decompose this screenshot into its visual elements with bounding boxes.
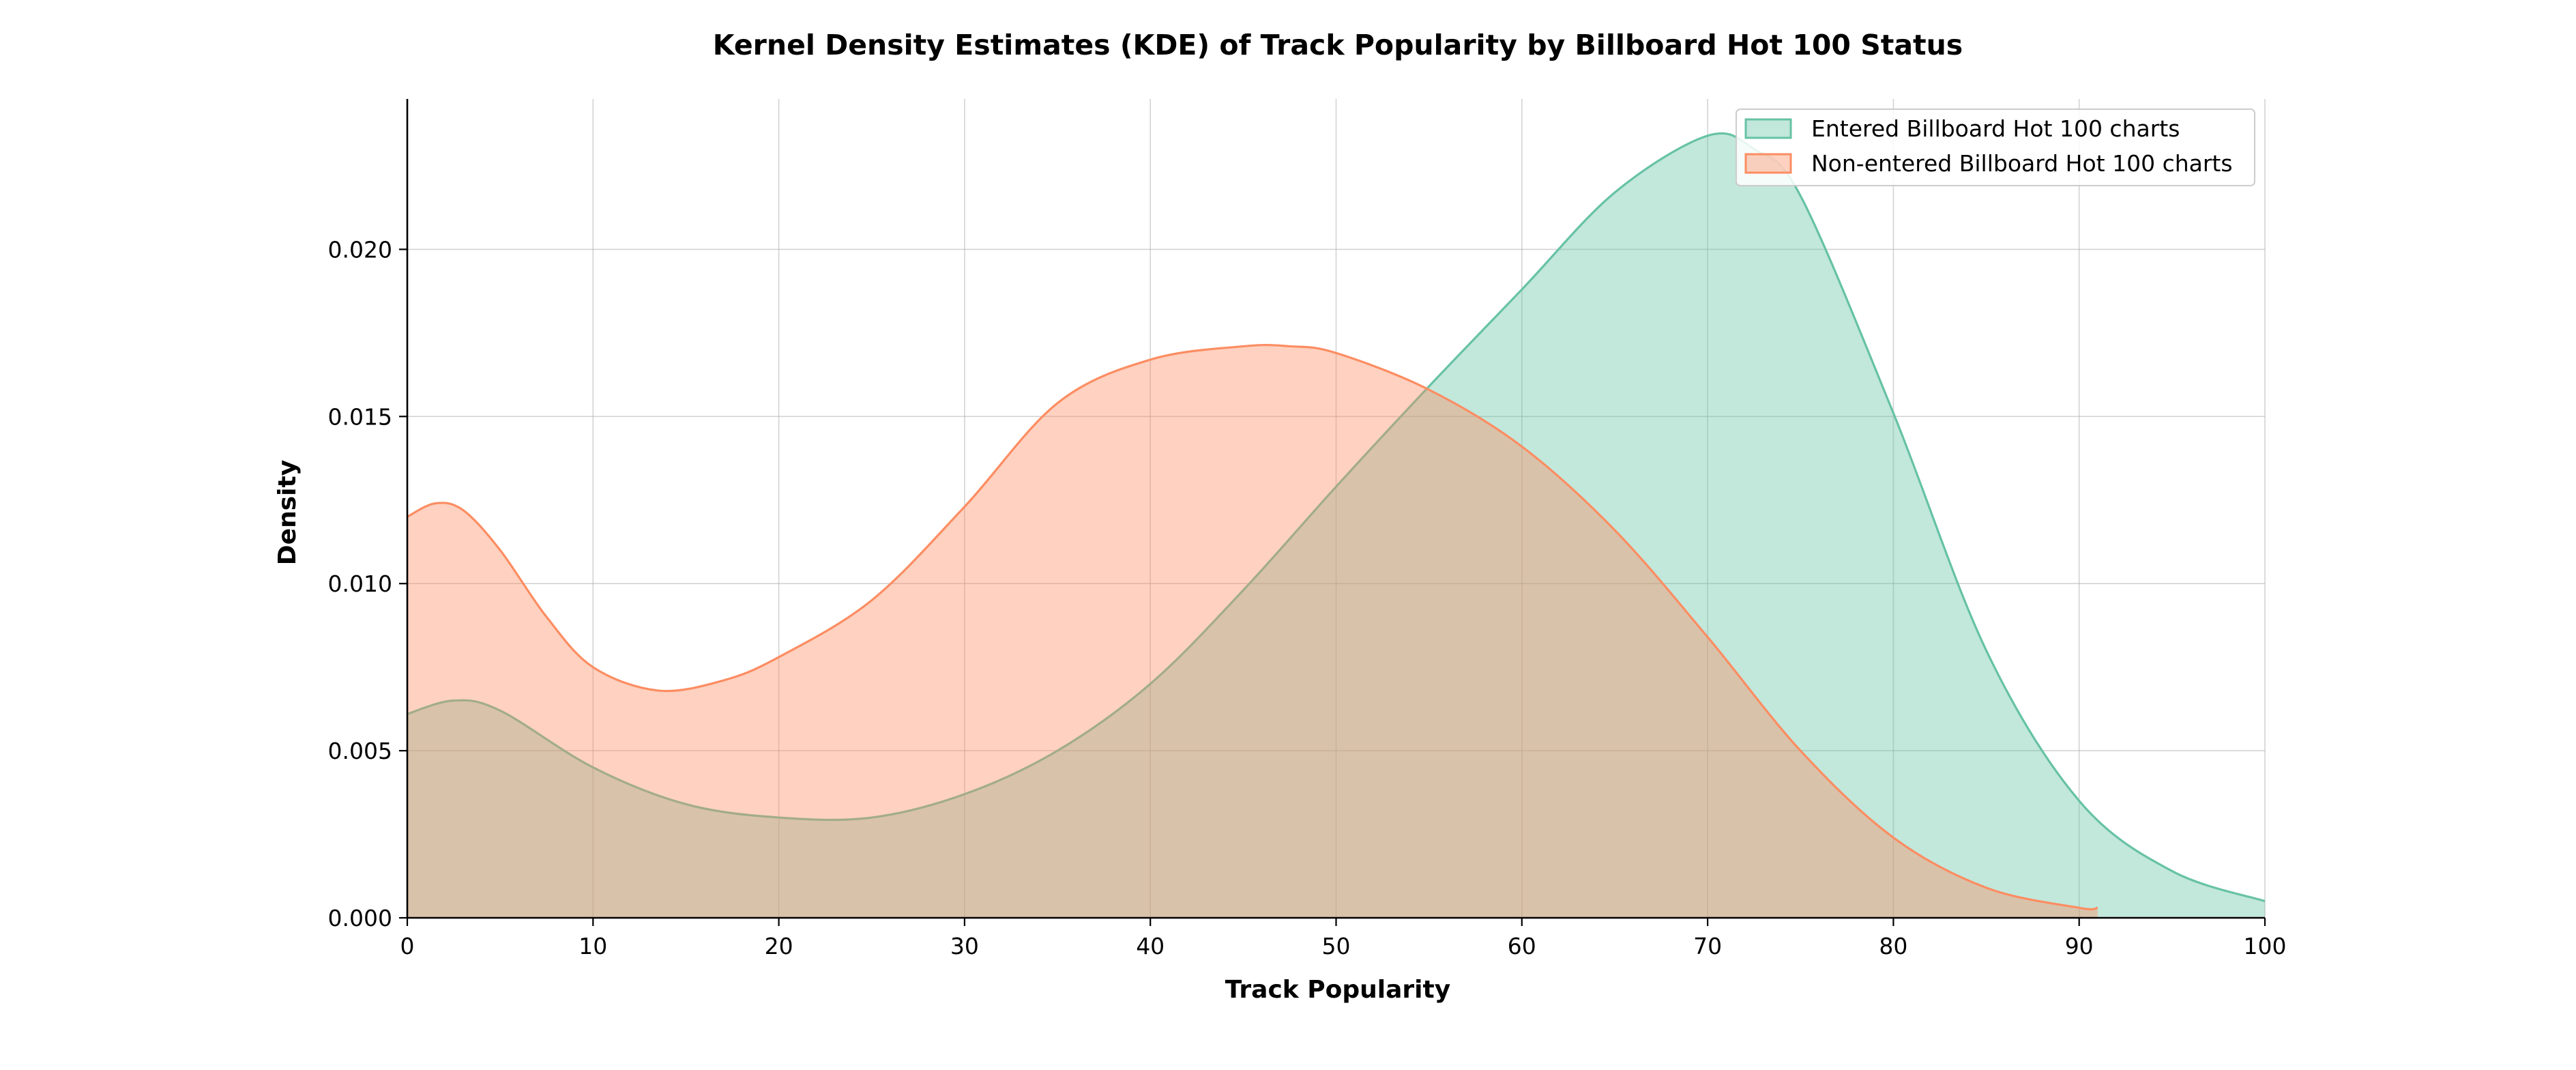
density-area-1 [407,133,2265,918]
legend-label: Entered Billboard Hot 100 charts [1811,115,2180,142]
density-line-1 [407,132,2266,903]
x-tick-label: 70 [1693,933,1722,959]
area-layer [407,132,2266,918]
y-tick-label: 0.010 [328,570,392,597]
legend-swatch [1744,153,1792,174]
y-tick-label: 0.015 [328,403,392,430]
x-tick-label: 60 [1508,933,1536,959]
x-tick-label: 100 [2244,933,2287,959]
y-tick-label: 0.000 [328,905,392,931]
density-line-2 [407,343,2098,911]
x-axis-label: Track Popularity [1225,976,1450,1004]
x-tick-label: 40 [1136,933,1165,959]
x-tick-label: 30 [950,933,979,959]
x-tick-label: 50 [1322,933,1351,959]
legend: Entered Billboard Hot 100 charts Non-ente… [1736,109,2255,186]
legend-frame [1736,109,2255,186]
density-area-2 [407,345,2098,918]
x-tick-label: 90 [2065,933,2094,959]
x-tick-label: 20 [765,933,793,959]
chart-title: Kernel Density Estimates (KDE) of Track … [713,29,1963,61]
y-tick-label: 0.020 [328,236,392,263]
y-tick-label: 0.005 [328,738,392,764]
axes-layer: 0 10 20 30 40 50 60 70 80 90 100 0.000 0.005 0.010 0.0… [328,99,2287,959]
legend-label: Non-entered Billboard Hot 100 charts [1811,150,2233,177]
y-axis-label: Density [274,460,302,565]
legend-swatch [1744,118,1792,139]
x-tick-label: 80 [1879,933,1907,959]
x-tick-label: 10 [579,933,607,959]
x-tick-label: 0 [400,933,415,959]
